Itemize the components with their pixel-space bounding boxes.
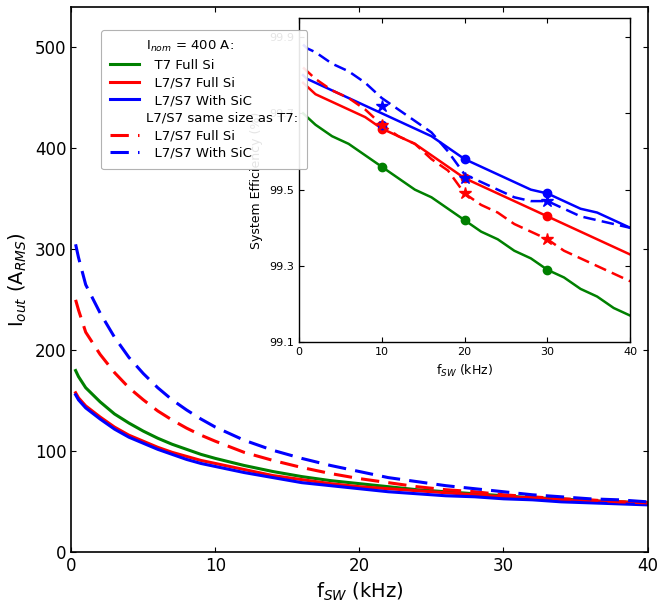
Y-axis label: I$_{out}$ (A$_{RMS}$): I$_{out}$ (A$_{RMS}$) bbox=[7, 232, 29, 327]
X-axis label: f$_{SW}$ (kHz): f$_{SW}$ (kHz) bbox=[316, 581, 403, 603]
Legend: I$_{nom}$ = 400 A:,   T7 Full Si,   L7/S7 Full Si,   L7/S7 With SiC, L7/S7 same : I$_{nom}$ = 400 A:, T7 Full Si, L7/S7 Fu… bbox=[101, 30, 307, 169]
